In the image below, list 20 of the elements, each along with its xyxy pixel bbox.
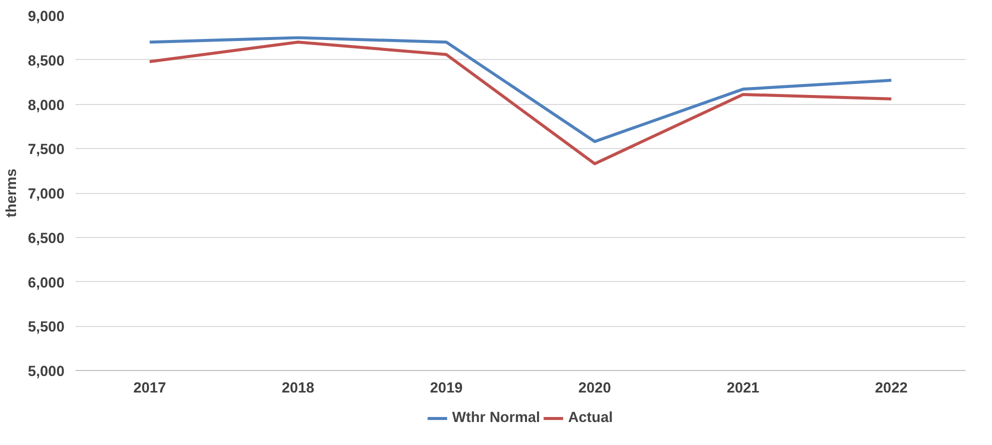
x-tick-label: 2021 <box>726 380 760 396</box>
line-series <box>148 40 893 166</box>
y-tick-label: 8,000 <box>28 98 65 114</box>
y-tick-label: 8,500 <box>28 53 65 70</box>
y-tick-label: 9,000 <box>28 9 65 25</box>
x-tick-label: 2017 <box>133 380 166 396</box>
legend-label: Wthr Normal <box>452 410 540 426</box>
y-tick-label: 6,000 <box>28 275 65 292</box>
y-tick-label: 6,500 <box>28 230 65 247</box>
x-tick-label: 2019 <box>430 380 463 396</box>
y-tick-label: 5,500 <box>28 320 65 336</box>
y-tick-label: 7,000 <box>28 186 65 202</box>
y-tick-label: 5,000 <box>28 364 65 380</box>
legend-label: Actual <box>568 410 613 426</box>
line-series <box>148 36 893 144</box>
x-tick-label: 2020 <box>578 380 611 396</box>
y-axis-title: therms <box>4 168 20 218</box>
x-tick-label: 2022 <box>875 380 908 396</box>
x-tick-label: 2018 <box>282 380 314 396</box>
y-tick-label: 7,500 <box>28 142 65 158</box>
